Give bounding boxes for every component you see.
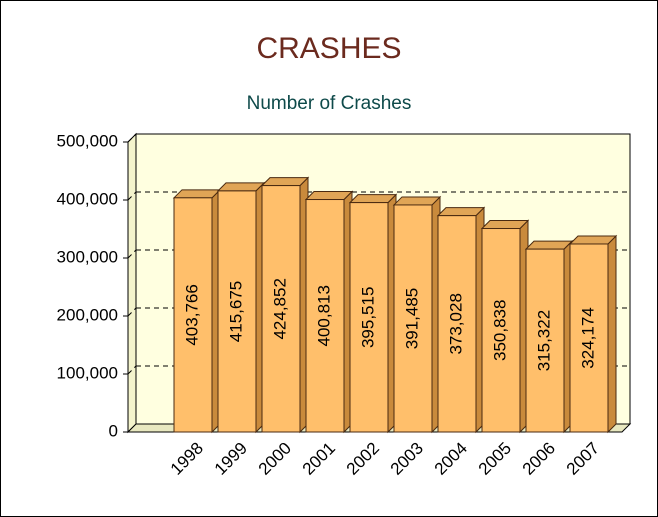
bar-top [172, 189, 222, 199]
y-tick-label: 200,000 [57, 305, 118, 324]
value-label: 324,174 [578, 307, 597, 368]
value-label: 424,852 [270, 278, 289, 339]
bar [525, 248, 565, 433]
bar-top [260, 177, 310, 187]
y-tick-label: 400,000 [57, 189, 118, 208]
bar [393, 204, 433, 433]
value-label: 391,485 [402, 288, 421, 349]
bar [569, 243, 609, 433]
chart-subtitle: Number of Crashes [247, 93, 412, 114]
bar-top [216, 182, 266, 192]
y-tick-label: 300,000 [57, 247, 118, 266]
value-label: 373,028 [446, 293, 465, 354]
bar [173, 197, 213, 433]
bar-top [524, 240, 574, 250]
bar [261, 185, 301, 433]
side-wall [127, 132, 137, 434]
value-label: 415,675 [226, 281, 245, 342]
grid-line [127, 133, 137, 143]
bar [349, 202, 389, 433]
bar [437, 215, 477, 433]
value-label: 400,813 [314, 285, 333, 346]
bar-top [348, 194, 398, 204]
bar [305, 199, 345, 433]
y-tick-label: 500,000 [57, 131, 118, 150]
grid-line [127, 365, 137, 375]
value-label: 350,838 [490, 300, 509, 361]
value-label: 395,515 [358, 287, 377, 348]
grid-line [127, 249, 137, 259]
bar-top [436, 207, 486, 217]
bar-top [480, 220, 530, 230]
grid-line [127, 307, 137, 317]
bar-top [392, 196, 442, 206]
bar [481, 228, 521, 433]
grid-line [127, 191, 137, 201]
bar [217, 190, 257, 433]
y-tick-label: 100,000 [57, 363, 118, 382]
bar-top [304, 191, 354, 201]
bar-top [568, 235, 618, 245]
chart-title: CRASHES [256, 32, 401, 65]
value-label: 315,322 [534, 310, 553, 371]
bar-side [607, 234, 617, 434]
y-tick-label: 0 [109, 421, 118, 440]
value-label: 403,766 [182, 284, 201, 345]
